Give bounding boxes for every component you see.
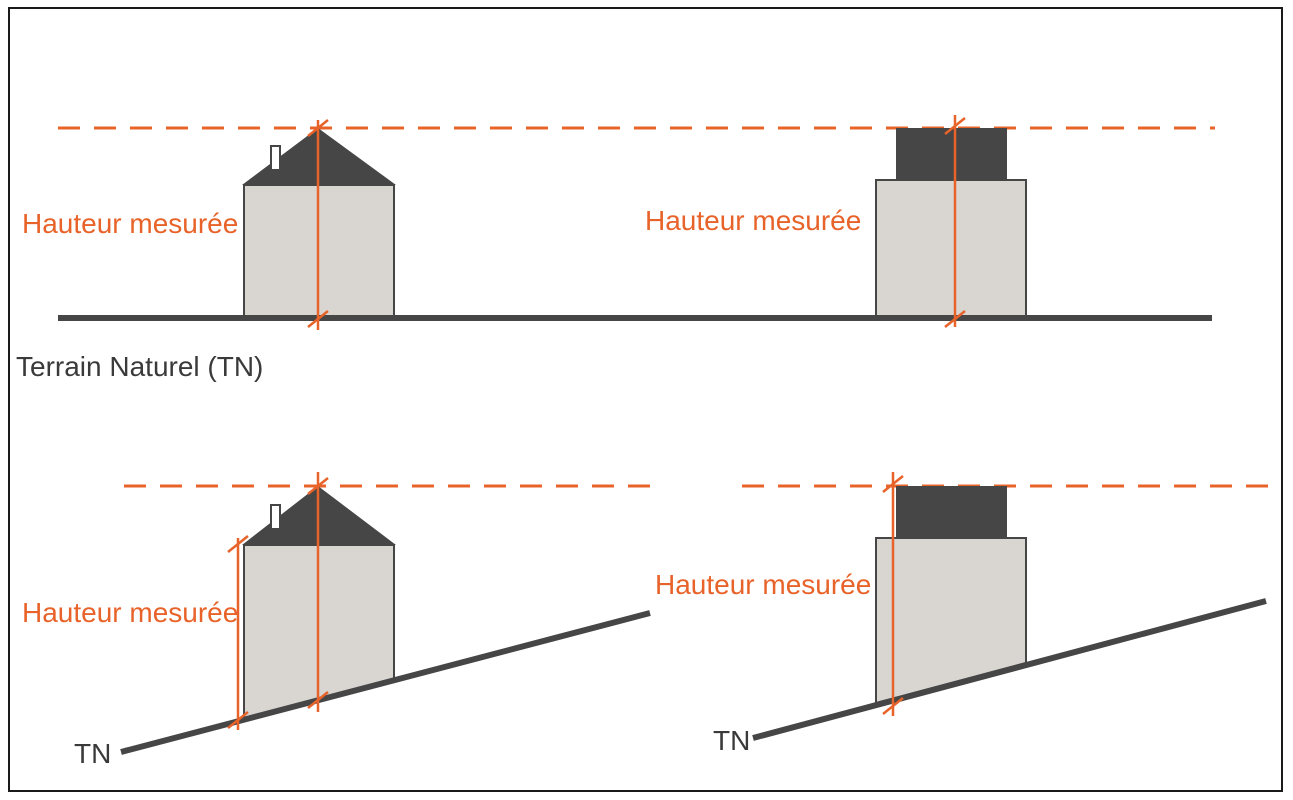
- height-measure-2: [944, 115, 966, 328]
- block-wall: [875, 179, 1027, 318]
- tn-label: TN: [713, 725, 750, 756]
- panel-sloped-terrain: Hauteur mesurée Hauteur mesurée TN TN: [22, 472, 1280, 769]
- ground-line-slope: [752, 598, 1267, 741]
- chimney: [270, 504, 281, 530]
- block-top-storey: [896, 128, 1007, 180]
- panel-flat-terrain: Hauteur mesurée Hauteur mesurée Terrain …: [16, 115, 1215, 382]
- natural-ground-label: Terrain Naturel (TN): [16, 351, 263, 382]
- height-measure-3: [307, 472, 329, 712]
- height-measure-1: [307, 119, 329, 330]
- block-top-storey: [896, 486, 1007, 538]
- ground-line-slope: [120, 610, 651, 755]
- diagram-frame: [8, 7, 1283, 792]
- measured-height-label: Hauteur mesurée: [655, 569, 871, 600]
- measured-height-label: Hauteur mesurée: [22, 208, 238, 239]
- height-measure-4: [227, 535, 249, 730]
- measured-height-label: Hauteur mesurée: [22, 597, 238, 628]
- flat-roof-block: [875, 128, 1027, 318]
- measured-height-label: Hauteur mesurée: [645, 205, 861, 236]
- tn-label: TN: [74, 738, 111, 769]
- flat-roof-block: [875, 486, 1027, 705]
- chimney: [270, 145, 281, 171]
- height-measure-5: [882, 472, 904, 716]
